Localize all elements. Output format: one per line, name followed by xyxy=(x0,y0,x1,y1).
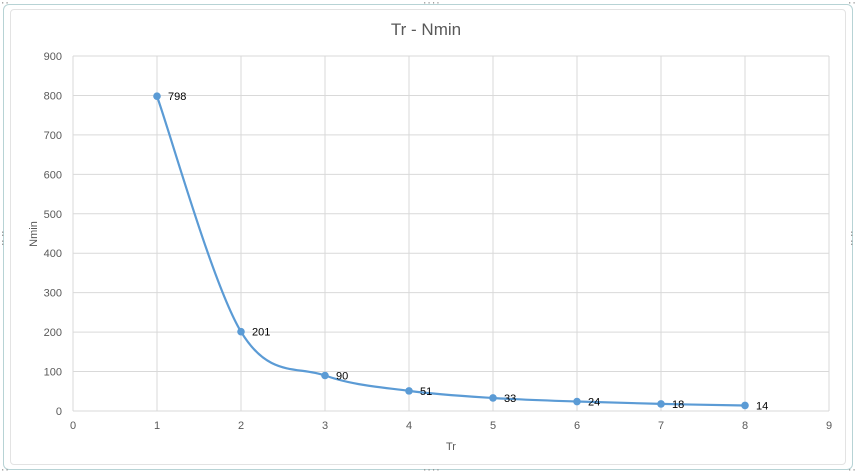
y-tick-label: 700 xyxy=(44,130,62,142)
y-tick-label: 500 xyxy=(44,209,62,221)
resize-handle-bottom-right[interactable]: ·· xyxy=(847,466,857,476)
x-tick-label: 1 xyxy=(154,420,160,432)
data-point[interactable] xyxy=(153,92,161,101)
data-label: 24 xyxy=(588,397,600,409)
data-point[interactable] xyxy=(657,400,665,408)
y-tick-label: 900 xyxy=(44,51,62,63)
series-line xyxy=(155,95,746,407)
y-tick-label: 0 xyxy=(56,406,62,418)
x-tick-label: 8 xyxy=(742,420,748,432)
y-tick-label: 400 xyxy=(44,248,62,260)
data-point[interactable] xyxy=(741,401,749,410)
x-axis-label: Tr xyxy=(446,441,456,453)
data-label: 798 xyxy=(168,91,186,103)
x-tick-label: 6 xyxy=(574,420,580,432)
y-tick-label: 300 xyxy=(44,288,62,300)
x-tick-label: 9 xyxy=(826,420,832,432)
x-tick-label: 2 xyxy=(238,420,244,432)
chart-area xyxy=(10,9,846,465)
data-label: 90 xyxy=(336,371,348,383)
data-label: 18 xyxy=(672,399,684,411)
x-tick-label: 7 xyxy=(658,420,664,432)
y-tick-label: 200 xyxy=(44,327,62,339)
x-tick-label: 5 xyxy=(490,420,496,432)
resize-handle-top[interactable]: ···· xyxy=(422,0,441,9)
y-tick-label: 100 xyxy=(44,367,62,379)
resize-handle-top-left[interactable]: ·· xyxy=(0,0,10,9)
resize-handle-left[interactable]: :: xyxy=(0,229,5,248)
data-label: 201 xyxy=(252,327,270,339)
x-tick-label: 4 xyxy=(406,420,412,432)
data-point[interactable] xyxy=(405,387,413,395)
data-label: 51 xyxy=(420,386,432,398)
data-label: 33 xyxy=(504,393,516,405)
data-point[interactable] xyxy=(237,327,245,336)
data-label: 14 xyxy=(756,400,768,412)
chart-title: Tr - Nmin xyxy=(391,20,461,39)
x-tick-label: 0 xyxy=(70,420,76,432)
resize-handle-bottom-left[interactable]: ·· xyxy=(0,466,10,476)
y-axis-label: Nmin xyxy=(28,221,40,247)
resize-handle-bottom[interactable]: ···· xyxy=(422,466,441,476)
data-point[interactable] xyxy=(489,394,497,402)
data-point[interactable] xyxy=(321,371,329,380)
resize-handle-right[interactable]: :: xyxy=(849,229,854,248)
y-tick-label: 600 xyxy=(44,169,62,181)
resize-handle-top-right[interactable]: ·· xyxy=(847,0,857,9)
data-point[interactable] xyxy=(573,397,581,406)
x-tick-label: 3 xyxy=(322,420,328,432)
y-tick-label: 800 xyxy=(44,90,62,102)
